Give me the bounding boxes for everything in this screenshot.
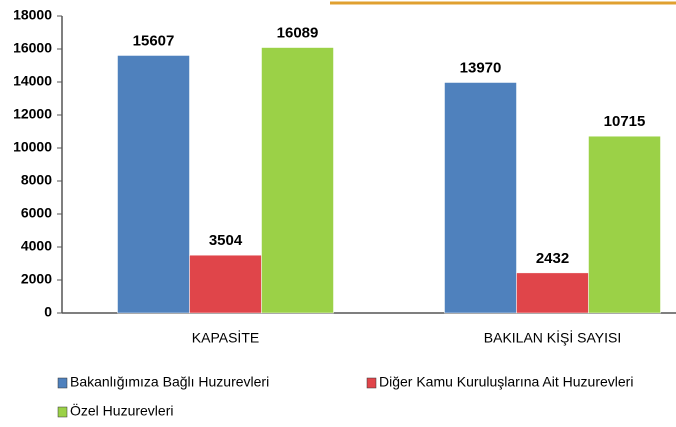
value-label: 2432	[536, 250, 569, 267]
y-tick-label: 0	[44, 304, 52, 320]
y-tick-label: 8000	[21, 172, 52, 188]
legend-swatch	[57, 377, 68, 389]
legend-swatch	[366, 377, 377, 389]
x-tick-label: BAKILAN KİŞİ SAYISI	[484, 329, 621, 346]
y-tick-label: 18000	[13, 7, 52, 23]
legend-label: Bakanlığımıza Bağlı Huzurevleri	[70, 374, 269, 390]
bar	[588, 135, 661, 314]
value-label: 10715	[604, 113, 646, 130]
bar	[444, 82, 517, 314]
y-tick-label: 10000	[13, 139, 52, 155]
legend-label: Diğer Kamu Kuruluşlarına Ait Huzurevleri	[379, 374, 633, 390]
y-tick-label: 16000	[13, 40, 52, 56]
bar	[189, 254, 262, 314]
y-tick-label: 6000	[21, 205, 52, 221]
y-tick-label: 12000	[13, 106, 52, 122]
y-tick-label: 2000	[21, 271, 52, 287]
bar	[261, 47, 334, 314]
y-tick-label: 14000	[13, 73, 52, 89]
bar	[117, 55, 190, 314]
legend-label: Özel Huzurevleri	[70, 402, 173, 419]
bar	[516, 272, 589, 314]
x-tick-label: KAPASİTE	[192, 329, 259, 346]
value-label: 15607	[133, 32, 175, 49]
legend-swatch	[57, 406, 68, 418]
value-label: 13970	[460, 59, 502, 76]
value-label: 16089	[277, 25, 319, 42]
value-label: 3504	[209, 232, 243, 249]
y-tick-label: 4000	[21, 238, 52, 254]
